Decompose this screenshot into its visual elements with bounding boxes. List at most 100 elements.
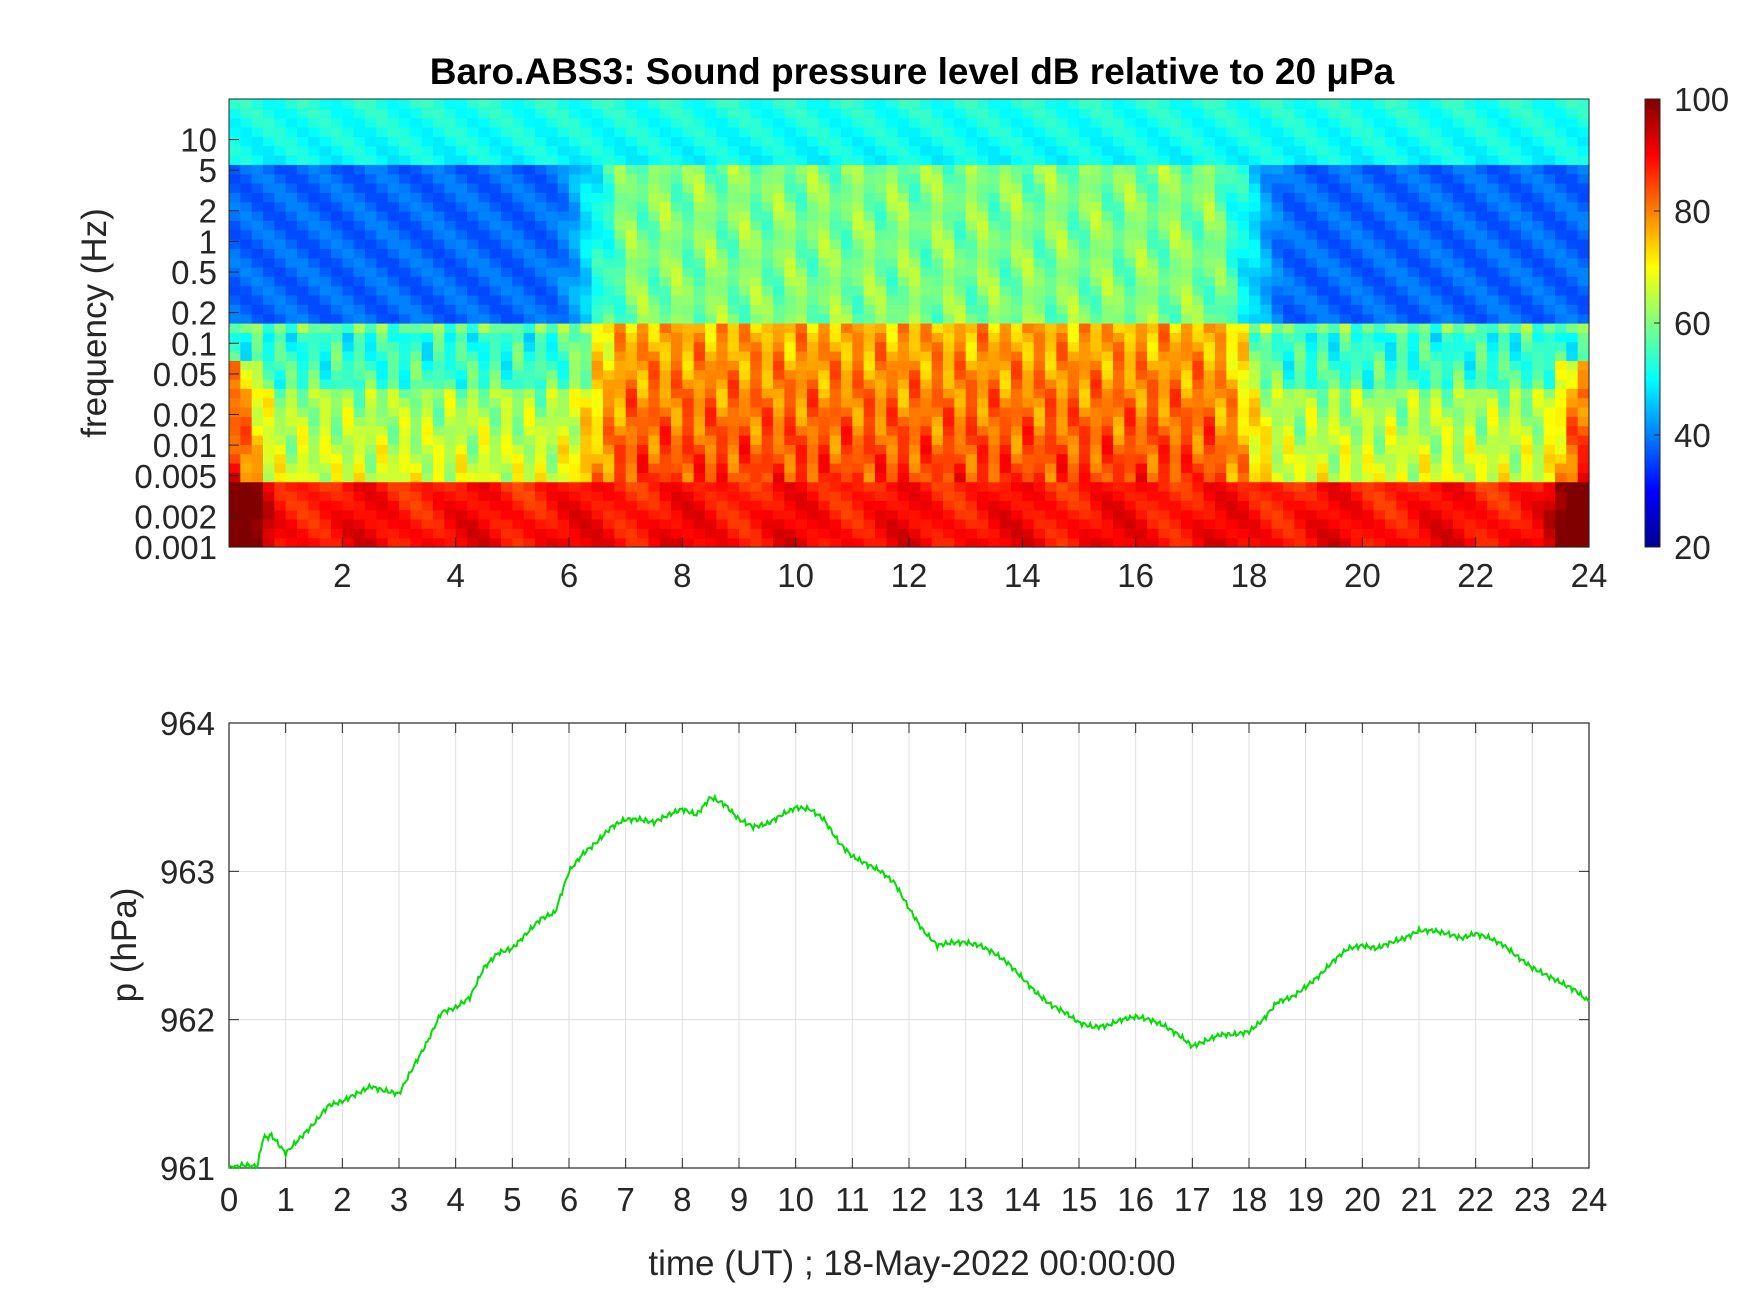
spectrogram-cell bbox=[444, 211, 457, 221]
spectrogram-cell bbox=[614, 491, 627, 501]
spectrogram-cell bbox=[569, 388, 581, 399]
spectrogram-cell bbox=[501, 192, 513, 203]
spectrogram-cell bbox=[1362, 313, 1375, 324]
spectrogram-cell bbox=[455, 491, 468, 501]
spectrogram-cell bbox=[433, 257, 445, 268]
spectrogram-cell bbox=[637, 369, 649, 380]
spectrogram-cell bbox=[433, 509, 445, 520]
spectrogram-cell bbox=[682, 528, 695, 539]
spectrogram-cell bbox=[920, 388, 933, 399]
spectrogram-cell bbox=[1260, 360, 1273, 371]
spectrogram-cell bbox=[1339, 155, 1352, 165]
spectrogram-cell bbox=[852, 192, 865, 203]
spectrogram-cell bbox=[897, 145, 910, 156]
spectrogram-cell bbox=[1067, 425, 1080, 436]
spectrogram-cell bbox=[1203, 379, 1216, 389]
spectrogram-cell bbox=[331, 192, 343, 203]
spectrogram-cell bbox=[1339, 211, 1352, 221]
spectrogram-cell bbox=[1271, 248, 1284, 259]
spectrogram-cell bbox=[909, 295, 921, 305]
spectrogram-cell bbox=[1203, 388, 1216, 399]
spectrogram-cell bbox=[807, 388, 819, 399]
spectrogram-cell bbox=[1385, 211, 1397, 221]
spectrogram-cell bbox=[863, 463, 876, 473]
spectrogram-cell bbox=[478, 341, 491, 352]
spectrogram-cell bbox=[795, 416, 808, 427]
spectrogram-cell bbox=[1022, 491, 1035, 501]
spectrogram-cell bbox=[478, 519, 491, 529]
spectrogram-cell bbox=[943, 519, 955, 529]
spectrogram-cell bbox=[682, 155, 695, 165]
spectrogram-cell bbox=[1135, 323, 1148, 333]
spectrogram-cell bbox=[705, 425, 717, 436]
spectrogram-cell bbox=[523, 332, 536, 343]
spectrogram-cell bbox=[557, 528, 570, 539]
spectrogram-cell bbox=[1135, 360, 1148, 371]
spectrogram-cell bbox=[433, 388, 445, 399]
spectrogram-cell bbox=[852, 463, 865, 473]
spectrogram-cell bbox=[818, 435, 831, 445]
spectrogram-cell bbox=[1249, 257, 1261, 268]
spectrogram-cell bbox=[1056, 332, 1069, 343]
spectrogram-cell bbox=[331, 239, 343, 249]
spectrogram-cell bbox=[1135, 267, 1148, 277]
spectrogram-cell bbox=[535, 173, 547, 184]
spectrogram-cell bbox=[535, 472, 547, 483]
spectrogram-cell bbox=[1090, 369, 1103, 380]
spectrogram-cell bbox=[739, 379, 751, 389]
spectrogram-cell bbox=[229, 211, 241, 221]
spectrogram-cell bbox=[274, 211, 287, 221]
spectrogram-cell bbox=[263, 117, 275, 128]
spectrogram-cell bbox=[455, 351, 468, 361]
spectrogram-cell bbox=[1090, 397, 1103, 408]
spectrogram-cell bbox=[410, 491, 423, 501]
spectrogram-cell bbox=[750, 519, 763, 529]
spectrogram-cell bbox=[1215, 145, 1227, 156]
spectrogram-cell bbox=[546, 537, 559, 548]
spectrogram-cell bbox=[353, 183, 366, 193]
spectrogram-cell bbox=[1271, 491, 1284, 501]
spectrogram-cell bbox=[274, 145, 287, 156]
spectrogram-cell bbox=[909, 173, 921, 184]
spectrogram-cell bbox=[376, 481, 389, 492]
spectrogram-cell bbox=[569, 491, 581, 501]
spectrogram-cell bbox=[1033, 425, 1046, 436]
spectrogram-cell bbox=[773, 313, 785, 324]
spectrogram-cell bbox=[342, 99, 355, 109]
spectrogram-cell bbox=[818, 304, 831, 315]
spectrogram-cell bbox=[614, 267, 627, 277]
spectrogram-cell bbox=[875, 528, 887, 539]
spectrogram-cell bbox=[1045, 211, 1057, 221]
spectrogram-cell bbox=[954, 472, 967, 483]
spectrogram-cell bbox=[251, 201, 264, 212]
spectrogram-cell bbox=[829, 257, 842, 268]
spectrogram-cell bbox=[467, 267, 479, 277]
spectrogram-cell bbox=[580, 267, 593, 277]
spectrogram-cell bbox=[659, 388, 672, 399]
spectrogram-cell bbox=[954, 528, 967, 539]
spectrogram-cell bbox=[739, 304, 751, 315]
spectrogram-cell bbox=[1294, 463, 1307, 473]
spectrogram-cell bbox=[1215, 435, 1227, 445]
spectrogram-cell bbox=[546, 416, 559, 427]
spectrogram-cell bbox=[1362, 444, 1375, 455]
spectrogram-cell bbox=[965, 369, 978, 380]
spectrogram-cell bbox=[875, 173, 887, 184]
spectrogram-cell bbox=[750, 136, 763, 147]
spectrogram-cell bbox=[557, 360, 570, 371]
spectrogram-cell bbox=[784, 155, 797, 165]
spectrogram-cell bbox=[863, 519, 876, 529]
spectrogram-cell bbox=[1045, 220, 1057, 231]
spectrogram-cell bbox=[739, 341, 751, 352]
spectrogram-cell bbox=[1339, 99, 1352, 109]
spectrogram-cell bbox=[1011, 285, 1023, 296]
spectrogram-cell bbox=[1249, 304, 1261, 315]
spectrogram-cell bbox=[637, 463, 649, 473]
spectrogram-cell bbox=[308, 276, 321, 287]
spectrogram-cell bbox=[1181, 379, 1193, 389]
spectrogram-cell bbox=[1181, 435, 1193, 445]
spectrogram-cell bbox=[1260, 472, 1273, 483]
spectrogram-cell bbox=[739, 201, 751, 212]
spectrogram-cell bbox=[399, 192, 411, 203]
spectrogram-cell bbox=[999, 509, 1012, 520]
